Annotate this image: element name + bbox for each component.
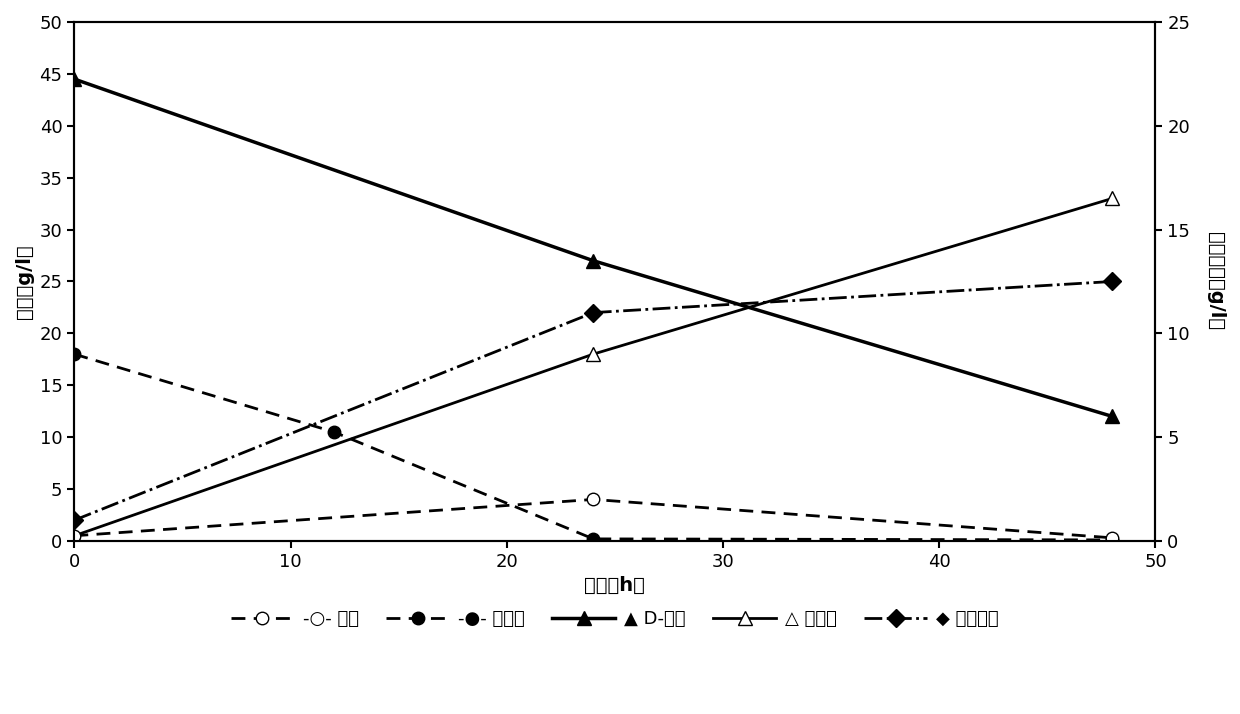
Y-axis label: 细胞干重（g/l）: 细胞干重（g/l） bbox=[1207, 233, 1225, 331]
X-axis label: 时间（h）: 时间（h） bbox=[584, 576, 645, 595]
Y-axis label: 浓度（g/l）: 浓度（g/l） bbox=[15, 244, 33, 318]
Legend: -○- 乙醇, -●- 葡萄糖, ▲ D-木糖, △ 木糖醇, ◆ 细胞干重: -○- 乙醇, -●- 葡萄糖, ▲ D-木糖, △ 木糖醇, ◆ 细胞干重 bbox=[223, 603, 1006, 635]
